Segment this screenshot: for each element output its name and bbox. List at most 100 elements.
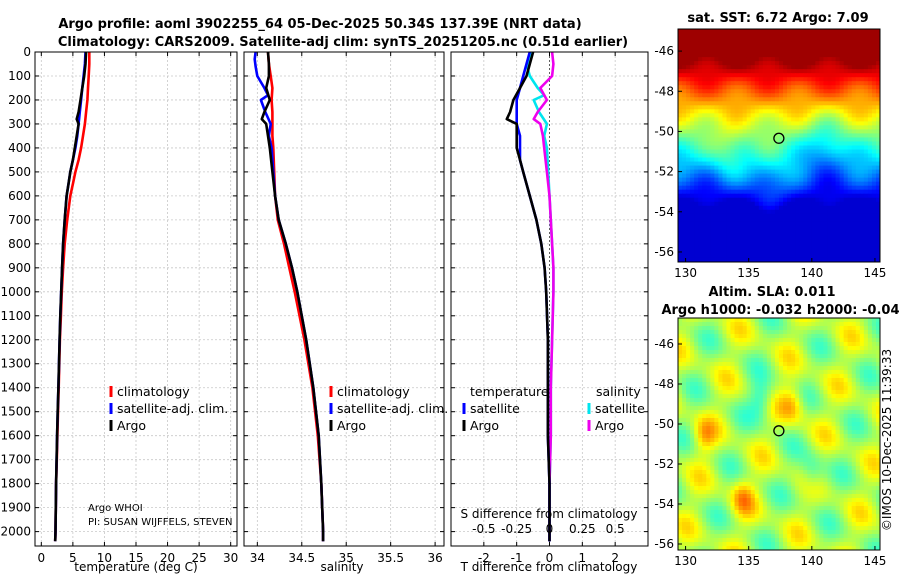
map-cell — [770, 318, 776, 323]
map-cell — [827, 370, 833, 375]
map-cell — [811, 342, 816, 347]
map-cell — [742, 253, 748, 259]
map-cell — [779, 169, 784, 175]
map-cell — [686, 141, 691, 147]
map-cell — [738, 326, 744, 331]
map-cell — [851, 358, 857, 363]
map-cell — [678, 85, 683, 90]
map-cell — [762, 49, 768, 54]
map-cell — [875, 374, 880, 379]
map-cell — [819, 358, 825, 363]
map-cell — [734, 249, 740, 255]
map-cell — [815, 434, 820, 439]
map-cell — [702, 442, 707, 447]
map-cell — [726, 426, 732, 431]
map-cell — [851, 253, 857, 259]
map-cell — [698, 101, 703, 106]
map-cell — [831, 434, 837, 439]
map-cell — [843, 422, 849, 427]
map-cell — [831, 177, 837, 183]
map-cell — [678, 141, 683, 147]
map-cell — [819, 65, 825, 70]
map-cell — [678, 442, 683, 447]
map-cell — [750, 318, 756, 323]
map-cell — [766, 213, 772, 219]
map-cell — [839, 446, 845, 451]
map-cell — [799, 257, 804, 262]
map-cell — [758, 430, 764, 435]
ytick-label: 800 — [8, 237, 31, 251]
map-cell — [746, 137, 752, 143]
map-cell — [774, 37, 780, 42]
sla-map-panel: Altim. SLA: 0.011 Argo h1000: -0.032 h20… — [654, 285, 900, 568]
map-cell — [807, 350, 812, 355]
map-cell — [803, 253, 808, 259]
map-cell — [726, 89, 732, 94]
map-cell — [678, 73, 683, 78]
map-cell — [867, 129, 873, 135]
map-cell — [807, 342, 812, 347]
map-cell — [742, 338, 748, 343]
map-cell — [859, 253, 865, 259]
map-cell — [851, 53, 857, 58]
map-cell — [807, 77, 812, 82]
map-cell — [738, 438, 744, 443]
map-cell — [686, 89, 691, 94]
map-cell — [783, 318, 788, 323]
map-cell — [827, 249, 833, 255]
map-cell — [754, 129, 760, 135]
map-cell — [875, 326, 880, 331]
map-cell — [746, 121, 752, 127]
map-cell — [690, 378, 695, 383]
map-cell — [730, 113, 736, 118]
map-cell — [831, 386, 837, 391]
map-cell — [851, 366, 857, 371]
map-cell — [710, 101, 715, 106]
map-cell — [678, 137, 683, 143]
map-cell — [779, 237, 784, 243]
map-cell — [839, 109, 845, 114]
map-cell — [823, 149, 829, 155]
map-cell — [799, 185, 804, 191]
map-cell — [702, 350, 707, 355]
map-cell — [823, 257, 829, 262]
map-cell — [847, 221, 853, 227]
map-cell — [686, 366, 691, 371]
map-cell — [706, 149, 711, 155]
map-cell — [823, 446, 829, 451]
map-cell — [762, 185, 768, 191]
map-cell — [779, 193, 784, 199]
map-cell — [710, 241, 715, 247]
map-cell — [718, 434, 724, 439]
map-cell — [783, 402, 788, 407]
map-cell — [807, 362, 812, 367]
map-cell — [686, 85, 691, 90]
map-cell — [875, 330, 880, 335]
map-cell — [795, 173, 800, 179]
map-cell — [851, 97, 857, 102]
map-cell — [734, 109, 740, 114]
map-cell — [779, 346, 784, 351]
map-cell — [787, 121, 792, 127]
map-cell — [855, 117, 861, 122]
map-cell — [835, 29, 841, 34]
map-cell — [754, 249, 760, 255]
map-cell — [742, 97, 748, 102]
map-cell — [839, 249, 845, 255]
map-cell — [835, 201, 841, 207]
map-cell — [803, 157, 808, 163]
map-cell — [815, 422, 820, 427]
map-cell — [851, 386, 857, 391]
map-cell — [730, 173, 736, 179]
map-cell — [835, 125, 841, 131]
map-cell — [726, 81, 732, 86]
map-cell — [843, 366, 849, 371]
map-cell — [682, 161, 687, 167]
map-cell — [734, 57, 740, 62]
map-cell — [791, 414, 796, 419]
map-cell — [738, 386, 744, 391]
map-cell — [734, 81, 740, 86]
map-cell — [839, 153, 845, 159]
map-cell — [746, 41, 752, 46]
map-cell — [694, 149, 699, 155]
